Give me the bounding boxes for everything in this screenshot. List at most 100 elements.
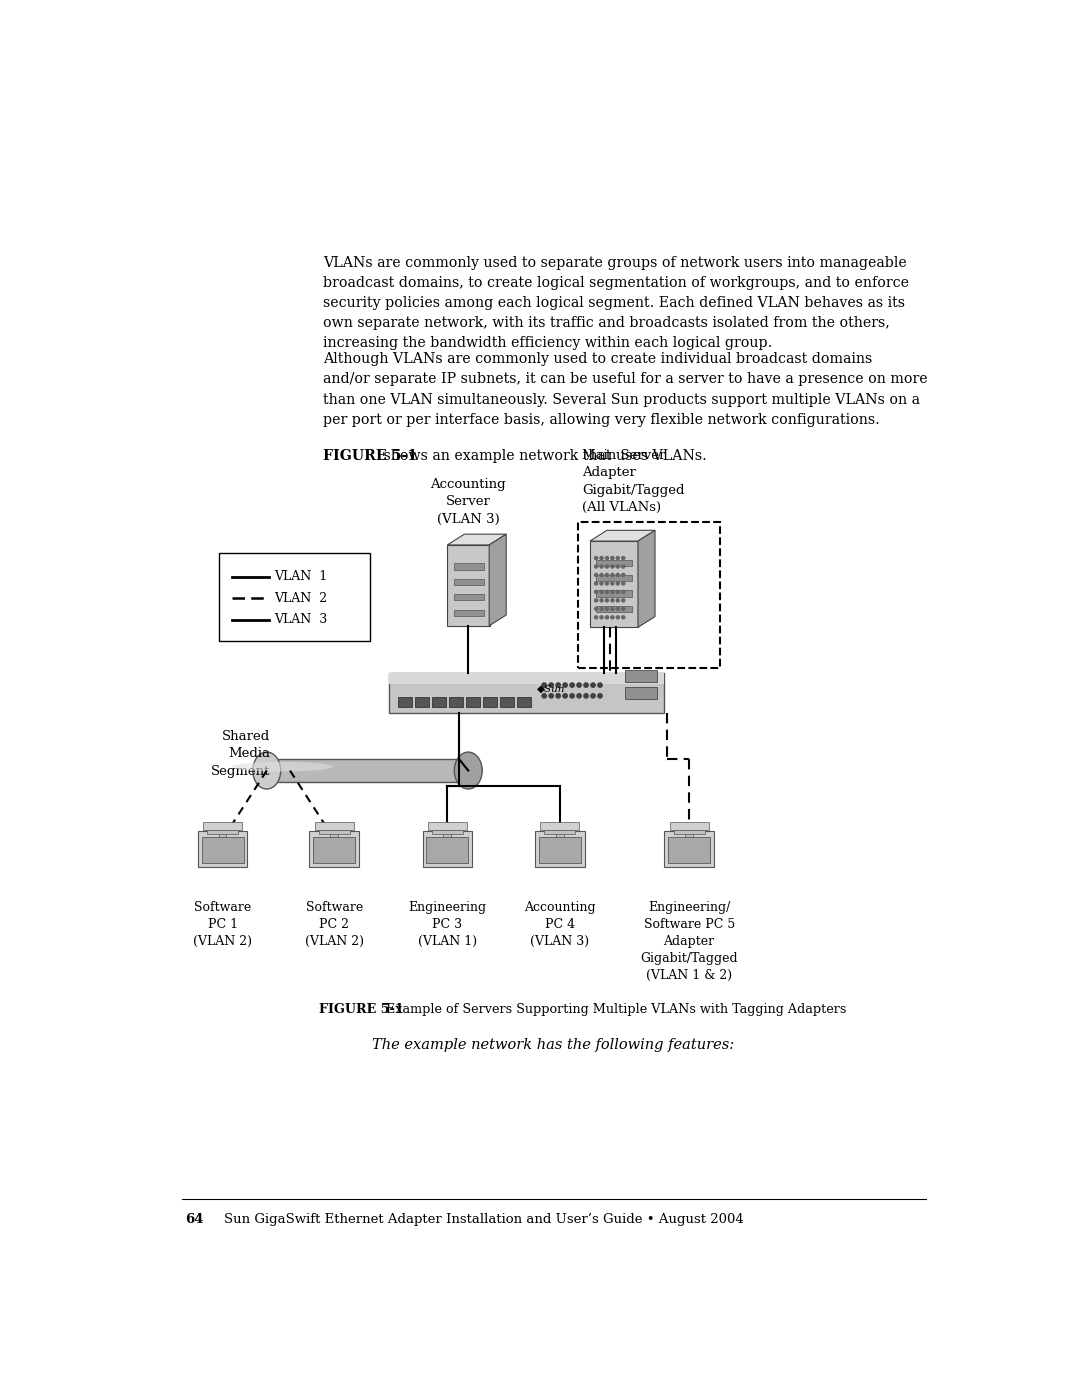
Circle shape (617, 616, 619, 619)
Circle shape (591, 694, 595, 698)
FancyBboxPatch shape (625, 686, 658, 698)
FancyBboxPatch shape (432, 830, 463, 834)
FancyBboxPatch shape (319, 830, 350, 834)
FancyBboxPatch shape (500, 697, 514, 707)
Circle shape (584, 694, 589, 698)
Circle shape (595, 564, 597, 569)
Circle shape (563, 683, 567, 687)
FancyBboxPatch shape (454, 563, 484, 570)
Text: Accounting
PC 4
(VLAN 3): Accounting PC 4 (VLAN 3) (524, 901, 595, 947)
Circle shape (595, 616, 597, 619)
FancyBboxPatch shape (389, 673, 663, 712)
FancyBboxPatch shape (669, 837, 710, 863)
Circle shape (542, 683, 546, 687)
FancyBboxPatch shape (422, 831, 472, 866)
Text: VLAN  2: VLAN 2 (273, 591, 327, 605)
Circle shape (570, 694, 575, 698)
Circle shape (600, 591, 603, 594)
Circle shape (611, 556, 613, 560)
Circle shape (622, 608, 625, 610)
FancyBboxPatch shape (207, 830, 238, 834)
Text: Main Server
Adapter
Gigabit/Tagged
(All VLANs): Main Server Adapter Gigabit/Tagged (All … (582, 448, 685, 514)
FancyBboxPatch shape (596, 576, 632, 581)
FancyBboxPatch shape (432, 697, 446, 707)
Circle shape (611, 599, 613, 602)
FancyBboxPatch shape (219, 553, 369, 641)
Circle shape (611, 591, 613, 594)
Circle shape (595, 556, 597, 560)
FancyBboxPatch shape (330, 831, 338, 840)
Text: ◆Sun: ◆Sun (538, 685, 566, 694)
FancyBboxPatch shape (590, 541, 638, 627)
Text: Software
PC 1
(VLAN 2): Software PC 1 (VLAN 2) (193, 901, 252, 947)
Circle shape (606, 583, 608, 585)
FancyBboxPatch shape (454, 578, 484, 585)
FancyBboxPatch shape (427, 837, 469, 863)
Circle shape (622, 564, 625, 569)
Circle shape (611, 564, 613, 569)
Circle shape (591, 683, 595, 687)
FancyBboxPatch shape (314, 823, 353, 830)
Circle shape (622, 591, 625, 594)
FancyBboxPatch shape (674, 830, 704, 834)
Circle shape (611, 573, 613, 577)
Polygon shape (590, 531, 656, 541)
FancyBboxPatch shape (539, 837, 581, 863)
FancyBboxPatch shape (449, 697, 463, 707)
Circle shape (622, 583, 625, 585)
Text: The example network has the following features:: The example network has the following fe… (373, 1038, 734, 1052)
Circle shape (542, 694, 546, 698)
Ellipse shape (232, 761, 333, 771)
FancyBboxPatch shape (517, 697, 531, 707)
Text: VLAN  1: VLAN 1 (273, 570, 327, 583)
Circle shape (556, 694, 561, 698)
Circle shape (606, 616, 608, 619)
Circle shape (595, 583, 597, 585)
Circle shape (549, 683, 553, 687)
Polygon shape (489, 534, 507, 626)
Circle shape (570, 683, 575, 687)
FancyBboxPatch shape (203, 823, 242, 830)
Circle shape (611, 608, 613, 610)
Circle shape (617, 608, 619, 610)
Circle shape (622, 573, 625, 577)
Text: Although VLANs are commonly used to create individual broadcast domains
and/or s: Although VLANs are commonly used to crea… (323, 352, 928, 426)
Text: Shared
Media
Segment: Shared Media Segment (211, 729, 270, 778)
Circle shape (617, 583, 619, 585)
Text: Engineering
PC 3
(VLAN 1): Engineering PC 3 (VLAN 1) (408, 901, 486, 947)
FancyBboxPatch shape (444, 831, 451, 840)
Circle shape (577, 683, 581, 687)
FancyBboxPatch shape (415, 697, 429, 707)
Circle shape (617, 599, 619, 602)
Circle shape (563, 694, 567, 698)
Circle shape (600, 556, 603, 560)
Circle shape (622, 599, 625, 602)
Circle shape (595, 591, 597, 594)
Text: Accounting
Server
(VLAN 3): Accounting Server (VLAN 3) (431, 478, 507, 525)
FancyBboxPatch shape (454, 609, 484, 616)
Circle shape (617, 556, 619, 560)
Circle shape (617, 564, 619, 569)
Circle shape (600, 573, 603, 577)
Circle shape (600, 599, 603, 602)
Polygon shape (638, 531, 656, 627)
Text: Software
PC 2
(VLAN 2): Software PC 2 (VLAN 2) (305, 901, 364, 947)
FancyBboxPatch shape (483, 697, 497, 707)
FancyBboxPatch shape (309, 831, 359, 866)
FancyBboxPatch shape (596, 591, 632, 597)
Text: FIGURE 5-1: FIGURE 5-1 (323, 448, 418, 462)
Text: 64: 64 (186, 1214, 204, 1227)
Circle shape (606, 556, 608, 560)
Text: VLANs are commonly used to separate groups of network users into manageable
broa: VLANs are commonly used to separate grou… (323, 256, 909, 351)
FancyBboxPatch shape (198, 831, 247, 866)
Text: VLAN  3: VLAN 3 (273, 613, 327, 626)
Ellipse shape (455, 752, 482, 789)
Circle shape (595, 573, 597, 577)
Circle shape (617, 573, 619, 577)
Ellipse shape (253, 752, 281, 789)
FancyBboxPatch shape (544, 830, 576, 834)
FancyBboxPatch shape (596, 606, 632, 612)
FancyBboxPatch shape (389, 673, 663, 683)
FancyBboxPatch shape (556, 831, 564, 840)
Circle shape (611, 616, 613, 619)
